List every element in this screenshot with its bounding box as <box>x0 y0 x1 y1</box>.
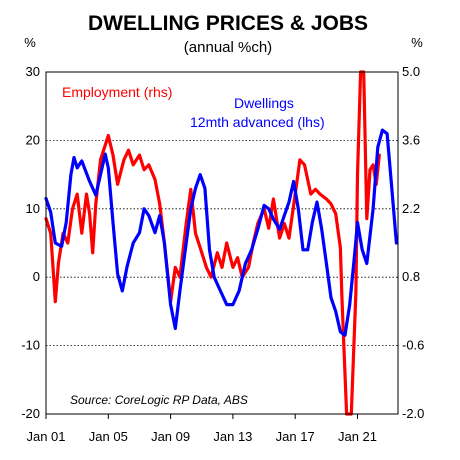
legend-dwellings-line2: 12mth advanced (lhs) <box>190 114 325 130</box>
plot-frame <box>45 71 399 415</box>
x-tick-label: Jan 05 <box>89 429 128 444</box>
right-tick-label: 2.2 <box>402 201 420 216</box>
x-tick-label: Jan 21 <box>338 429 377 444</box>
left-tick-label: 30 <box>26 64 40 79</box>
right-tick-label: 5.0 <box>402 64 420 79</box>
dwellings-line <box>44 128 398 337</box>
gridlines <box>46 139 398 347</box>
right-tick-label: 3.6 <box>402 132 420 147</box>
left-axis-unit: % <box>24 35 36 50</box>
left-tick-label: -10 <box>21 338 40 353</box>
left-tick-label: 20 <box>26 132 40 147</box>
left-axis-ticks: 30 20 10 0 -10 -20 <box>21 64 40 421</box>
x-tick-label: Jan 13 <box>213 429 252 444</box>
series-layer <box>44 70 398 416</box>
source-note: Source: CoreLogic RP Data, ABS <box>70 393 248 407</box>
x-tick-label: Jan 17 <box>276 429 315 444</box>
x-tick-label: Jan 01 <box>26 429 65 444</box>
chart-title: DWELLING PRICES & JOBS <box>88 12 368 35</box>
left-tick-label: 10 <box>26 201 40 216</box>
right-axis-unit: % <box>411 35 423 50</box>
left-tick-label: -20 <box>21 406 40 421</box>
right-tick-label: -0.6 <box>402 338 424 353</box>
x-tick-label: Jan 09 <box>151 429 190 444</box>
right-tick-label: -2.0 <box>402 406 424 421</box>
legend-employment: Employment (rhs) <box>62 84 172 100</box>
legend-dwellings-line1: Dwellings <box>234 95 294 111</box>
left-tick-label: 0 <box>33 269 40 284</box>
employment-line <box>44 70 381 416</box>
right-tick-label: 0.8 <box>402 269 420 284</box>
right-axis-ticks: 5.0 3.6 2.2 0.8 -0.6 -2.0 <box>402 64 424 421</box>
chart-subtitle: (annual %ch) <box>184 39 272 56</box>
x-axis-ticks: Jan 01 Jan 05 Jan 09 Jan 13 Jan 17 Jan 21 <box>26 414 377 444</box>
